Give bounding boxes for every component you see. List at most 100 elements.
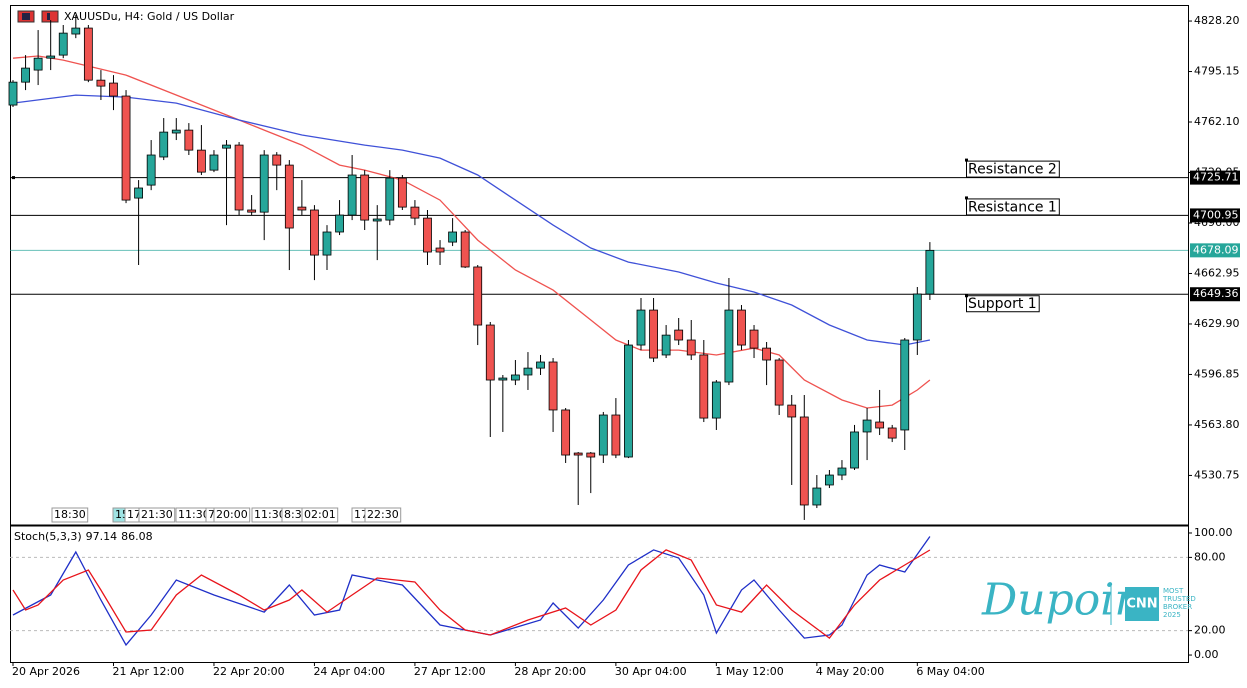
candle-body <box>272 154 282 166</box>
time-marker: 11:30 <box>254 508 286 521</box>
candle-body <box>310 209 319 256</box>
candle-body <box>875 421 885 429</box>
y-tick-label: 4762.10 <box>1194 115 1240 128</box>
time-marker-box <box>301 507 339 523</box>
icon <box>47 13 50 20</box>
candle-body <box>372 218 382 222</box>
candle-body <box>121 95 131 201</box>
candle-body <box>862 419 872 433</box>
candle-body <box>649 309 658 359</box>
price-box <box>1190 287 1240 302</box>
time-marker-box <box>51 507 89 523</box>
candle-body <box>850 431 859 469</box>
candle-body <box>749 329 759 349</box>
time-marker: 7 <box>208 508 215 521</box>
candle-body <box>774 359 784 406</box>
level-label: Resistance 1 <box>968 199 1057 215</box>
candle-body <box>887 427 897 439</box>
window-icons <box>17 10 59 23</box>
candle-body <box>33 57 43 71</box>
candle-body <box>109 82 118 97</box>
logo-tagline: MOST <box>1163 587 1184 595</box>
y-tick-label: 4828.20 <box>1194 14 1240 27</box>
y-tick-label: 4795.15 <box>1194 65 1240 78</box>
logo-tagline: 2025 <box>1163 611 1181 619</box>
logo-badge <box>1125 587 1159 621</box>
candle-body <box>297 206 307 211</box>
candle-body <box>900 339 910 431</box>
y-tick-label: 4563.80 <box>1194 418 1240 431</box>
candle-body <box>636 309 646 346</box>
time-marker: 18:30 <box>54 508 86 521</box>
candle-body <box>385 177 395 221</box>
level-anchor <box>965 196 968 200</box>
level-anchor <box>12 176 15 180</box>
candle-body <box>134 187 144 199</box>
level-anchor <box>965 294 968 298</box>
candle-body <box>96 79 106 87</box>
x-tick-label: 4 May 20:00 <box>816 665 884 678</box>
x-tick-label: 20 Apr 2026 <box>12 665 80 678</box>
x-tick-label: 28 Apr 20:00 <box>514 665 586 678</box>
stoch-line <box>12 549 931 640</box>
y-tick-label: 4596.85 <box>1194 367 1240 380</box>
y-tick-label: 0.00 <box>1194 648 1219 661</box>
candle-body <box>8 81 18 106</box>
plot-frame <box>10 5 1189 663</box>
stoch-line <box>12 536 931 647</box>
y-tick-label: 80.00 <box>1194 550 1226 563</box>
candle-body <box>787 404 797 418</box>
candle-body <box>912 293 922 341</box>
candle-body <box>159 131 169 158</box>
candle-body <box>222 144 231 149</box>
y-tick-label: 4530.75 <box>1194 468 1240 481</box>
candle-body <box>460 231 470 268</box>
candle-body <box>360 174 370 221</box>
level-label: Support 1 <box>968 296 1037 312</box>
time-marker: 8:3 <box>284 508 302 521</box>
price-box <box>1190 170 1240 185</box>
x-tick-label: 21 Apr 12:00 <box>112 665 184 678</box>
price-box-label: 4725.71 <box>1193 171 1239 184</box>
indicator-value: 86.08 <box>121 530 153 543</box>
candle-body <box>209 154 219 171</box>
candle-body <box>171 129 181 134</box>
time-marker: 22:30 <box>367 508 399 521</box>
y-tick-label: 20.00 <box>1194 624 1226 637</box>
candle-body <box>724 309 734 383</box>
logo: Dupoin CNN <box>981 575 1159 626</box>
time-marker: 02:01 <box>304 508 336 521</box>
candle-body <box>347 174 357 216</box>
candle-body <box>762 347 771 361</box>
candle-body <box>83 27 93 81</box>
price-box-label: 4649.36 <box>1193 287 1239 300</box>
candle-body <box>536 361 545 369</box>
candle-body <box>247 209 257 213</box>
candle-body <box>410 206 420 219</box>
candle-body <box>510 374 520 381</box>
x-tick-label: 27 Apr 12:00 <box>414 665 486 678</box>
candle-body <box>586 452 596 458</box>
x-tick-label: 30 Apr 04:00 <box>615 665 687 678</box>
candle-body <box>435 247 445 253</box>
x-tick-label: 24 Apr 04:00 <box>313 665 385 678</box>
level-label-box <box>966 295 1040 313</box>
candle-body <box>825 474 834 486</box>
candle-body <box>837 467 847 476</box>
candle-body <box>737 309 746 346</box>
price-box-label: 4700.95 <box>1193 208 1239 221</box>
logo-brand: Dupoin <box>981 575 1143 626</box>
candle-body <box>711 381 721 419</box>
indicator-title: Stoch(5,3,3) 97.14 86.08 <box>14 530 153 543</box>
candle-body <box>259 154 269 213</box>
level-label: Resistance 2 <box>968 162 1057 178</box>
logo-tagline: TRUSTED <box>1162 595 1196 603</box>
candle-body <box>523 367 533 376</box>
candle-body <box>335 214 344 233</box>
last-price-label: 4678.09 <box>1193 243 1239 256</box>
indicator-name: Stoch(5,3,3) <box>14 530 82 543</box>
candle-body <box>234 144 244 211</box>
candle-body <box>473 266 483 326</box>
candle-body <box>548 361 558 411</box>
